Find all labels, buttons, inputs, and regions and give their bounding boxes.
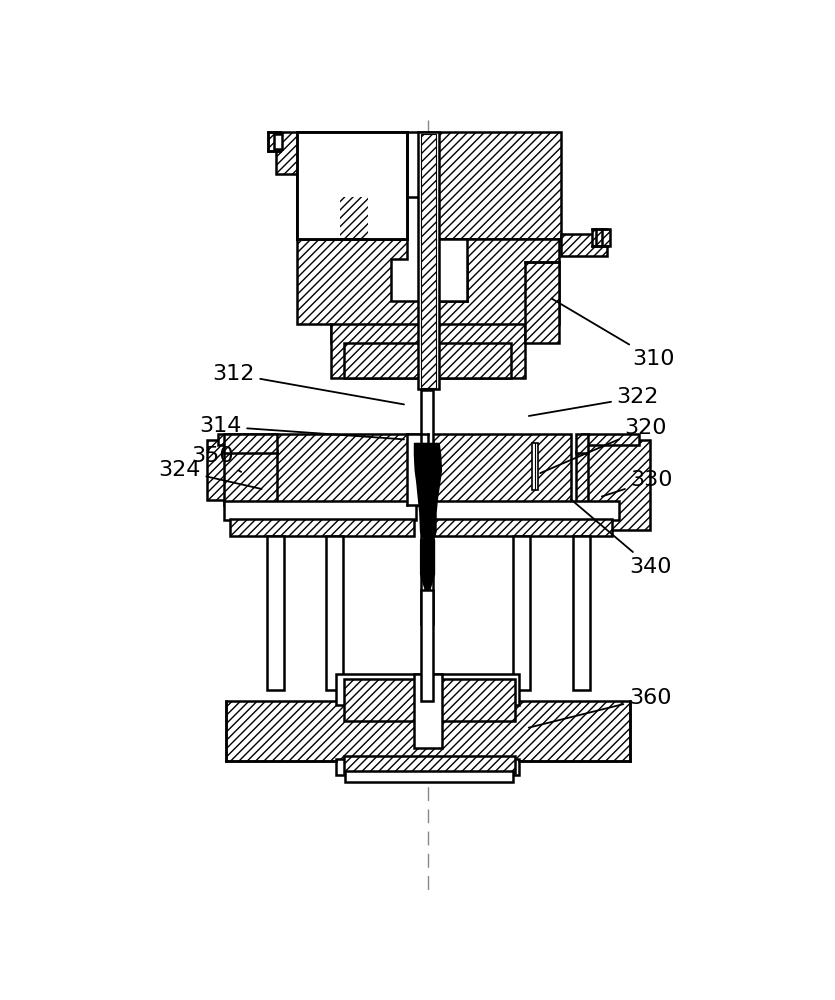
- Text: 340: 340: [570, 499, 671, 577]
- Bar: [591, 229, 610, 246]
- Text: 330: 330: [602, 470, 673, 496]
- Bar: [428, 132, 561, 239]
- Bar: [276, 132, 299, 174]
- Bar: [561, 234, 607, 256]
- Polygon shape: [414, 443, 442, 542]
- Bar: [344, 679, 514, 721]
- Bar: [297, 132, 407, 239]
- Bar: [206, 440, 275, 500]
- Bar: [407, 132, 428, 197]
- Text: 350: 350: [191, 446, 241, 472]
- Bar: [421, 590, 433, 701]
- Bar: [582, 434, 639, 445]
- Polygon shape: [297, 239, 423, 343]
- Bar: [414, 674, 443, 748]
- Bar: [573, 536, 590, 690]
- Bar: [576, 451, 588, 505]
- Bar: [230, 519, 414, 536]
- Bar: [275, 134, 282, 149]
- Polygon shape: [428, 239, 559, 343]
- Bar: [224, 434, 277, 453]
- Bar: [266, 536, 284, 690]
- Text: 312: 312: [212, 364, 404, 404]
- Bar: [275, 434, 421, 505]
- Bar: [326, 536, 343, 690]
- Bar: [418, 132, 439, 389]
- Text: 314: 314: [200, 416, 404, 439]
- Bar: [297, 132, 407, 197]
- Bar: [344, 343, 423, 378]
- Bar: [224, 451, 277, 505]
- Text: 322: 322: [529, 387, 659, 416]
- Bar: [582, 440, 650, 530]
- Bar: [525, 262, 559, 343]
- Text: 320: 320: [540, 418, 666, 473]
- Bar: [344, 756, 514, 773]
- Bar: [336, 674, 519, 705]
- Bar: [224, 501, 416, 520]
- Bar: [513, 536, 530, 690]
- Bar: [428, 501, 620, 520]
- Bar: [297, 132, 407, 239]
- Bar: [218, 434, 275, 445]
- Bar: [428, 324, 525, 378]
- Bar: [421, 134, 436, 388]
- Bar: [421, 389, 433, 624]
- Bar: [428, 239, 467, 301]
- Bar: [336, 759, 519, 774]
- Bar: [268, 132, 280, 151]
- Bar: [428, 343, 512, 378]
- Bar: [331, 324, 423, 378]
- Bar: [532, 443, 538, 490]
- Polygon shape: [421, 540, 434, 590]
- Text: 310: 310: [552, 299, 675, 369]
- Bar: [434, 519, 611, 536]
- Bar: [576, 434, 588, 453]
- Bar: [225, 701, 630, 761]
- Bar: [407, 434, 428, 505]
- Bar: [368, 132, 407, 239]
- Bar: [345, 771, 513, 782]
- Bar: [297, 132, 340, 239]
- Text: 324: 324: [159, 460, 261, 489]
- Bar: [428, 434, 571, 505]
- Text: 360: 360: [529, 688, 671, 728]
